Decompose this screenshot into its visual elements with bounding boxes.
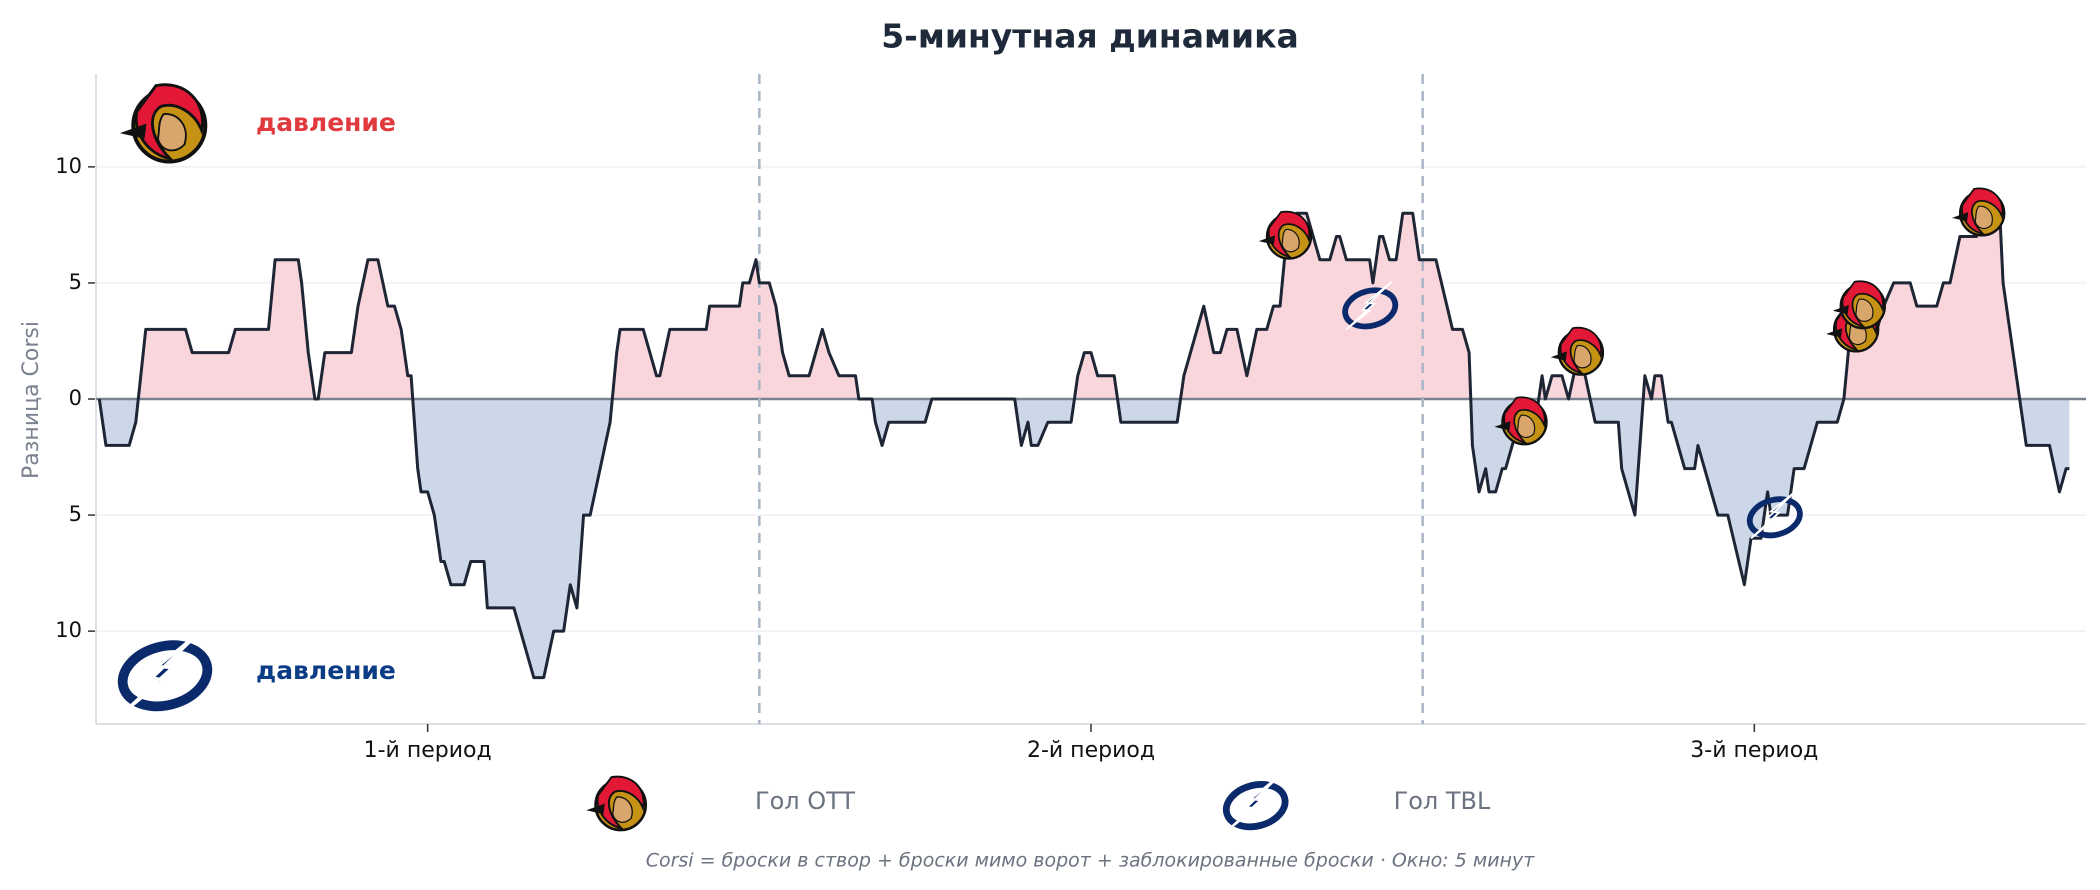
y-tick-label: 0: [69, 386, 82, 410]
pressure-label: давление: [256, 656, 396, 685]
team-logo: [118, 82, 208, 164]
footnote: Corsi = броски в створ + броски мимо вор…: [646, 850, 1536, 872]
area-positive: [99, 213, 2070, 399]
y-tick-label: 10: [55, 154, 82, 178]
legend-label: Гол TBL: [1394, 787, 1491, 815]
area-negative: [99, 399, 2070, 678]
y-tick-label: 5: [69, 270, 82, 294]
x-tick-label: 3-й период: [1690, 738, 1818, 763]
goal-marker: [1549, 326, 1605, 376]
legend-label: Гол OTT: [755, 787, 855, 815]
y-tick-label: 5: [69, 502, 82, 526]
team-logo: [116, 631, 215, 716]
pressure-label: давление: [256, 108, 396, 137]
y-tick-label: 10: [55, 618, 82, 642]
plot: 10 5 0 5 10 1-й период 2-й период 3-й период: [55, 74, 2086, 763]
x-tick-label: 2-й период: [1027, 738, 1155, 763]
x-tick-label: 1-й период: [364, 738, 492, 763]
goal-marker: [1257, 210, 1313, 260]
legend-icon: [1222, 774, 1290, 833]
corsi-line: [97, 211, 2070, 680]
y-axis-label: Разница Corsi: [19, 321, 44, 479]
chart-title: 5-минутная динамика: [881, 17, 1299, 56]
legend-icon: [585, 775, 648, 832]
goal-marker: [1950, 187, 2006, 237]
